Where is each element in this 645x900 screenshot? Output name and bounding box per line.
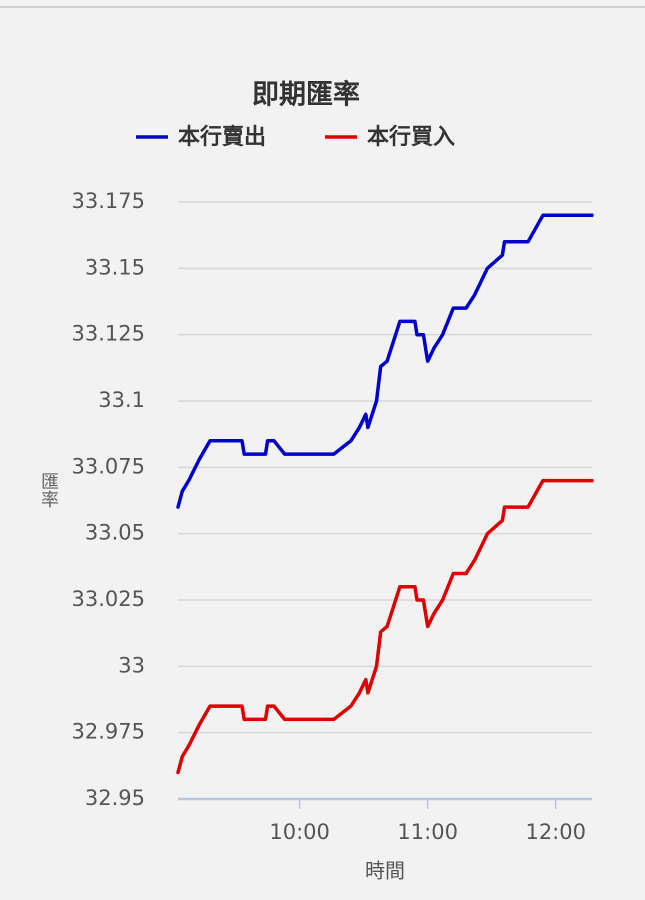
chart-title: 即期匯率 (252, 79, 360, 111)
y-tick-label: 33.075 (72, 454, 145, 478)
series-line (176, 478, 594, 775)
x-tick-label: 12:00 (525, 820, 586, 844)
x-tick-label: 11:00 (397, 820, 458, 844)
y-tick-label: 33.025 (72, 587, 145, 611)
y-tick-label: 33.05 (85, 521, 145, 545)
y-tick-label: 33.175 (72, 189, 145, 213)
y-tick-label: 32.975 (72, 720, 145, 744)
x-tick-label: 10:00 (269, 820, 330, 844)
legend-label: 本行買入 (367, 124, 455, 150)
y-tick-label: 32.95 (85, 786, 145, 810)
y-tick-label: 33.1 (98, 388, 145, 412)
y-tick-label: 33.15 (85, 255, 145, 279)
y-axis-label: 匯率 (38, 472, 59, 508)
y-tick-label: 33 (118, 653, 145, 677)
legend-label: 本行賣出 (178, 124, 266, 150)
x-axis-label: 時間 (365, 859, 405, 883)
series-line (176, 213, 594, 509)
y-tick-label: 33.125 (72, 322, 145, 346)
